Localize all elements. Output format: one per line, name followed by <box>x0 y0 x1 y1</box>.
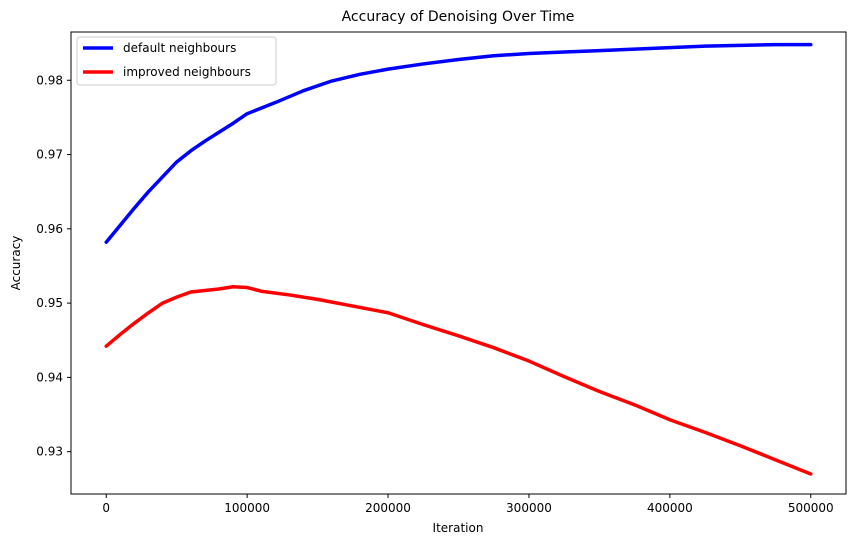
x-tick-label: 500000 <box>788 501 834 515</box>
x-tick-label: 0 <box>102 501 110 515</box>
y-tick-label: 0.97 <box>36 148 63 162</box>
series-line-improved-neighbours <box>104 285 813 476</box>
y-axis-title: Accuracy <box>9 236 23 291</box>
legend-label-default-neighbours: default neighbours <box>123 41 236 55</box>
y-tick-label: 0.94 <box>36 370 63 384</box>
series-line-default-neighbours <box>104 42 813 244</box>
x-tick-label: 400000 <box>647 501 693 515</box>
x-tick-label: 100000 <box>224 501 270 515</box>
plot-area-frame <box>70 31 847 495</box>
y-tick-label: 0.98 <box>36 73 63 87</box>
x-axis-title: Iteration <box>433 521 484 535</box>
y-tick-label: 0.95 <box>36 296 63 310</box>
x-tick-label: 200000 <box>365 501 411 515</box>
x-tick-label: 300000 <box>506 501 552 515</box>
chart-title: Accuracy of Denoising Over Time <box>342 9 575 25</box>
ticks-layer: 0 100000 200000 300000 400000 500000 0.93 0.94 0… <box>36 73 833 515</box>
legend-label-improved-neighbours: improved neighbours <box>123 65 251 79</box>
series-layer <box>104 42 813 476</box>
y-tick-label: 0.96 <box>36 222 63 236</box>
y-tick-label: 0.93 <box>36 445 63 459</box>
legend: default neighbours improved neighbours <box>76 36 277 86</box>
legend-box <box>76 36 277 86</box>
